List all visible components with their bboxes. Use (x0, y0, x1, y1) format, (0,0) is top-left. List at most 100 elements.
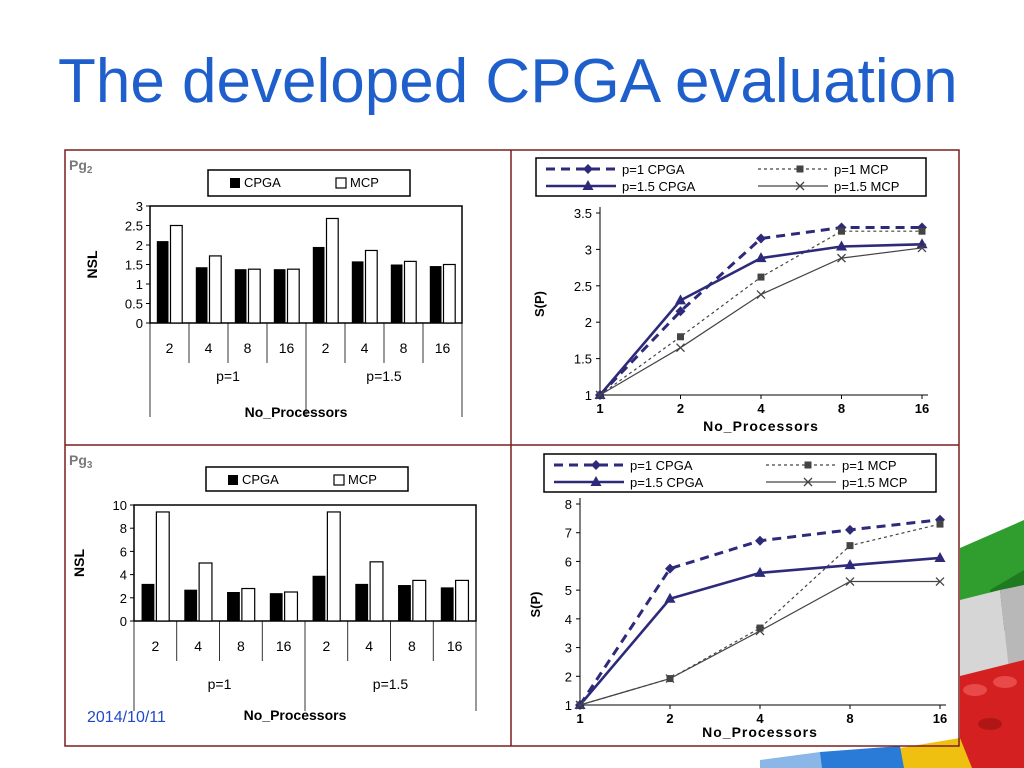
x-tick-label: 2 (166, 340, 174, 356)
y-tick-label: 2 (565, 669, 572, 684)
legend-marker (803, 477, 813, 487)
y-tick-label: 0 (120, 614, 127, 629)
x-tick-label: 8 (400, 340, 408, 356)
y-tick-label: 2.5 (574, 279, 592, 294)
data-point (575, 700, 585, 710)
data-point (754, 566, 766, 577)
x-axis-label: No_Processors (702, 724, 818, 740)
y-tick-label: 7 (565, 526, 572, 541)
bar-mcp (364, 249, 378, 324)
bar-mcp (286, 268, 300, 324)
y-axis-label: NSL (71, 549, 87, 577)
data-point (594, 389, 606, 399)
data-point (917, 243, 927, 253)
legend-swatch-mcp (335, 177, 347, 189)
data-point (677, 333, 684, 341)
legend-marker (583, 164, 593, 174)
panel-label-pg3: Pg3 (69, 452, 93, 471)
x-tick-label: 4 (205, 340, 213, 356)
data-point (755, 535, 765, 546)
y-tick-label: 1.5 (574, 352, 592, 367)
data-point (934, 551, 946, 562)
bar-mcp (284, 591, 299, 622)
x-tick-label: 4 (365, 638, 373, 654)
legend-marker (591, 460, 601, 470)
data-point (836, 240, 847, 251)
data-point (756, 233, 766, 244)
x-tick-label: 1 (596, 401, 603, 416)
x-group-label: p=1.5 (373, 676, 409, 692)
x-tick-label: 4 (756, 711, 764, 726)
legend-label: p=1 CPGA (630, 458, 693, 473)
bar-mcp (247, 268, 261, 324)
legend-box (535, 157, 927, 197)
panel-label-pg3-main: Pg (69, 452, 87, 468)
y-tick-label: 2 (136, 238, 143, 253)
legend-marker (795, 181, 805, 191)
y-tick-label: 6 (565, 554, 572, 569)
x-tick-label: 16 (447, 638, 463, 654)
data-point (757, 273, 765, 281)
data-point (595, 390, 605, 400)
bar-cpga (351, 261, 364, 323)
bar-cpga (269, 593, 283, 621)
slide-title: The developed CPGA evaluation (58, 47, 958, 116)
series-line (599, 247, 923, 396)
y-tick-label: 6 (120, 544, 127, 559)
data-point (574, 699, 586, 709)
y-tick-label: 0.5 (125, 297, 143, 312)
bar-mcp (326, 511, 341, 622)
data-point (936, 520, 944, 528)
y-tick-label: 3 (585, 242, 592, 257)
bar-cpga (227, 592, 240, 621)
legend-marker (804, 461, 812, 469)
legend-marker (582, 180, 594, 190)
bar-mcp (198, 562, 213, 622)
bar-cpga (156, 241, 169, 323)
bar-mcp (155, 511, 170, 622)
y-tick-label: 2 (585, 315, 592, 330)
legend-label-cpga: CPGA (244, 175, 281, 190)
panel-label-pg2-main: Pg (69, 157, 87, 173)
y-tick-label: 2 (120, 591, 127, 606)
legend-swatch-cpga (230, 178, 240, 188)
bar-cpga (398, 585, 411, 621)
x-tick-label: 8 (838, 401, 845, 416)
x-tick-label: 16 (279, 340, 295, 356)
data-point (838, 227, 845, 235)
panel-label-pg2-sub: 2 (87, 165, 93, 176)
line-chart-pg2: p=1 CPGA p=1 MCP p=1.5 CPGA p=1.5 MCP 1 1.5 2 2… (532, 157, 929, 434)
bar-mcp (169, 224, 183, 324)
x-axis-label: No_Processors (703, 418, 819, 434)
data-point (844, 559, 856, 570)
x-tick-label: 16 (276, 638, 292, 654)
y-tick-label: 3 (565, 641, 572, 656)
data-point (665, 563, 675, 574)
x-tick-label: 2 (322, 340, 330, 356)
legend-label: p=1 MCP (842, 458, 897, 473)
y-axis-label: S(P) (532, 291, 547, 317)
x-tick-label: 8 (408, 638, 416, 654)
legend-label: p=1.5 MCP (842, 475, 907, 490)
data-point (935, 577, 945, 586)
x-tick-label: 8 (237, 638, 245, 654)
bar-cpga (312, 246, 325, 323)
y-tick-label: 10 (113, 498, 127, 513)
series-line (578, 518, 941, 706)
legend-marker (590, 476, 602, 486)
legend-swatch-cpga (228, 475, 238, 485)
data-point (846, 542, 854, 550)
bar-mcp (412, 579, 427, 622)
bar-cpga (390, 264, 403, 323)
legend-box (205, 466, 409, 492)
bar-cpga (234, 269, 247, 323)
y-tick-label: 1 (585, 388, 592, 403)
x-tick-label: 4 (194, 638, 202, 654)
data-point (837, 253, 846, 263)
legend-label-mcp: MCP (348, 472, 377, 487)
x-tick-label: 16 (933, 711, 947, 726)
bar-cpga (429, 266, 442, 323)
y-tick-label: 1 (565, 698, 572, 713)
bar-cpga (312, 575, 326, 621)
